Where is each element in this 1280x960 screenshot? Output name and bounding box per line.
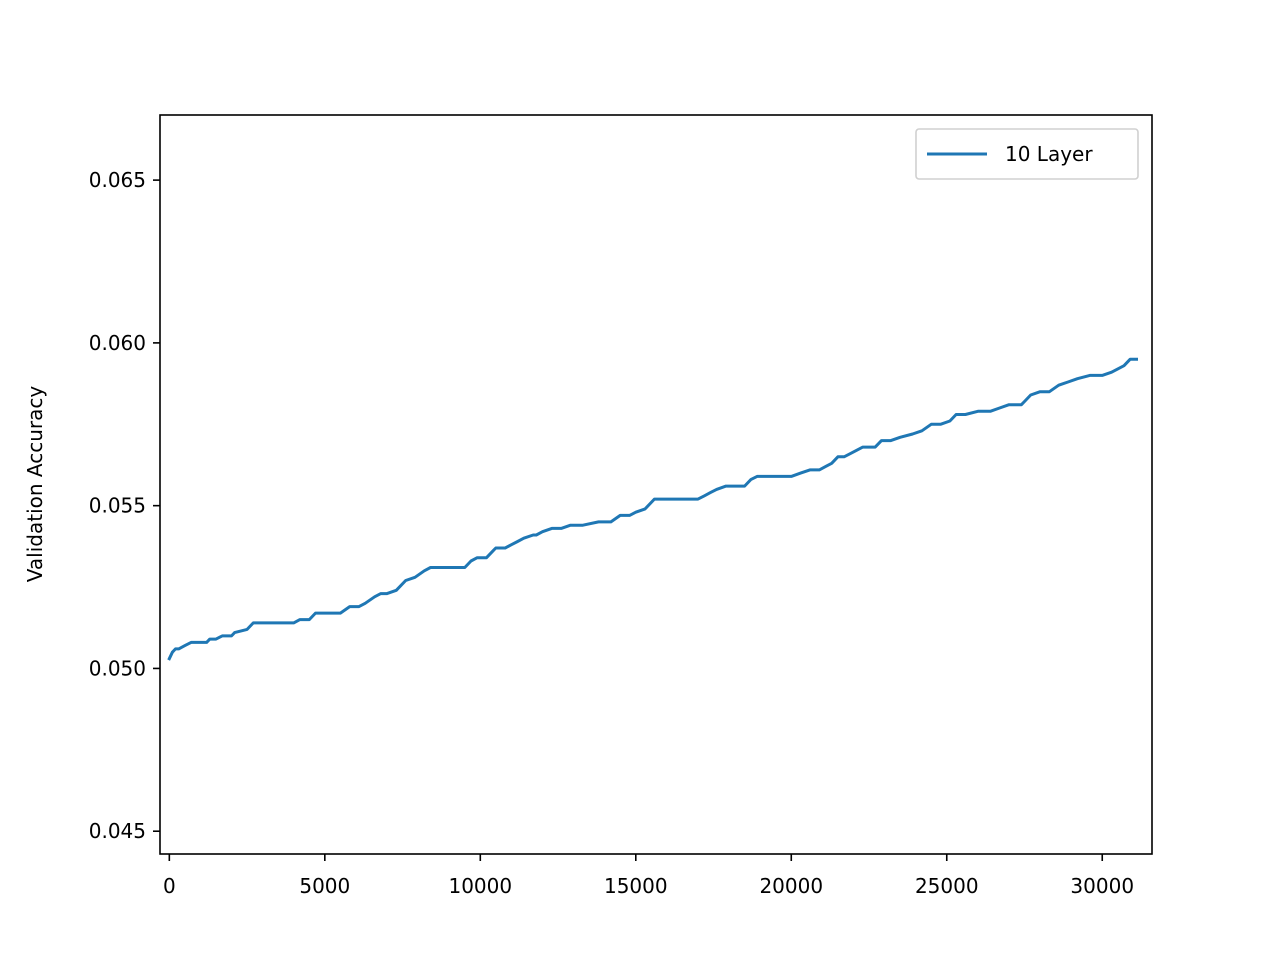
x-tick-label: 20000 bbox=[759, 874, 823, 898]
plot-area bbox=[159, 114, 1153, 855]
y-axis-title: Validation Accuracy bbox=[23, 386, 47, 583]
y-tick-label: 0.060 bbox=[89, 331, 146, 355]
plot-background bbox=[160, 115, 1152, 854]
x-tick-label: 10000 bbox=[448, 874, 512, 898]
y-tick-label: 0.045 bbox=[89, 819, 146, 843]
legend: 10 Layer bbox=[915, 128, 1139, 180]
x-axis: 0 5000 10000 15000 20000 25000 30000 bbox=[163, 854, 1134, 898]
y-axis: 0.045 0.050 0.055 0.060 0.065 bbox=[89, 168, 160, 843]
legend-label-10-layer: 10 Layer bbox=[1005, 142, 1093, 166]
plot-frame bbox=[159, 114, 1153, 855]
x-tick-label: 0 bbox=[163, 874, 176, 898]
x-tick-label: 5000 bbox=[299, 874, 350, 898]
x-tick-label: 15000 bbox=[604, 874, 668, 898]
series-layer bbox=[167, 357, 1138, 661]
x-tick-label: 25000 bbox=[915, 874, 979, 898]
legend-box bbox=[915, 128, 1139, 180]
y-tick-label: 0.065 bbox=[89, 168, 146, 192]
x-tick-label: 30000 bbox=[1070, 874, 1134, 898]
series-line-10-layer bbox=[167, 357, 1138, 661]
y-tick-label: 0.050 bbox=[89, 656, 146, 680]
y-tick-label: 0.055 bbox=[89, 494, 146, 518]
